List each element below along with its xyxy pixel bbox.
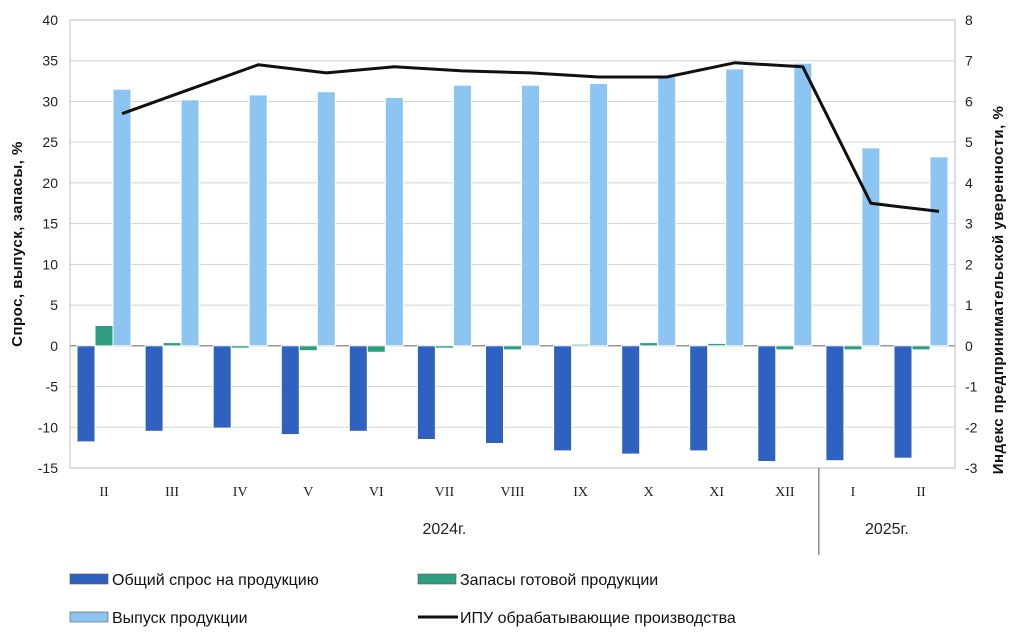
bar-demand	[485, 345, 504, 444]
year-labels: 2024г. 2025г.	[422, 521, 908, 538]
left-tick-label: 35	[42, 53, 58, 69]
bar-stocks	[94, 325, 114, 347]
bar-stocks	[571, 343, 591, 347]
legend-label: Запасы готовой продукции	[460, 572, 658, 589]
bar-output	[180, 99, 200, 347]
bar-output	[793, 62, 813, 347]
bar-demand	[76, 345, 96, 443]
bar-demand	[348, 345, 368, 432]
bar-demand	[553, 345, 573, 452]
bar-output	[929, 156, 949, 347]
bar-stocks	[434, 345, 454, 349]
left-tick-label: 20	[42, 175, 58, 191]
right-tick-label: 0	[965, 338, 973, 354]
bar-stocks	[639, 342, 659, 347]
bar-demand	[689, 345, 709, 452]
category-label: II	[916, 485, 926, 500]
right-tick-label: 3	[965, 216, 973, 232]
bar-demand	[825, 345, 845, 462]
bar-demand	[212, 345, 232, 429]
category-label: I	[851, 485, 856, 500]
legend-swatch	[69, 573, 109, 585]
left-tick-label: 25	[42, 134, 58, 150]
bar-stocks	[298, 345, 318, 352]
category-label: XII	[775, 485, 795, 500]
bar-output	[725, 68, 745, 347]
category-label: X	[644, 485, 654, 500]
bar-output	[112, 88, 132, 347]
bar-output	[521, 84, 540, 347]
right-axis-ticks: -3 -2 -1 0 1 2 3 4 5 6 7 8	[965, 12, 978, 476]
bar-output	[657, 76, 677, 347]
right-tick-label: 6	[965, 93, 973, 109]
year-label: 2025г.	[865, 521, 909, 538]
bar-stocks	[162, 342, 182, 347]
bar-demand	[280, 345, 300, 436]
bar-stocks	[775, 345, 795, 351]
left-axis-ticks: -15 -10 -5 0 5 10 15 20 25 30 35 40	[38, 12, 58, 476]
confidence-line	[121, 61, 940, 213]
right-tick-label: 7	[965, 53, 973, 69]
category-label: II	[99, 485, 109, 500]
right-tick-label: 2	[965, 256, 973, 272]
left-tick-label: 10	[42, 256, 58, 272]
category-label: IX	[573, 485, 588, 500]
legend-label: Выпуск продукции	[112, 610, 248, 627]
bar-stocks	[366, 345, 386, 353]
left-axis-title: Спрос, выпуск, запасы, %	[9, 141, 26, 347]
line-ipu	[121, 61, 940, 213]
grid-lines	[70, 60, 955, 428]
category-label: V	[303, 485, 313, 500]
legend: Общий спрос на продукцию Запасы готовой п…	[69, 572, 736, 627]
right-tick-label: 5	[965, 134, 973, 150]
bar-demand	[416, 345, 436, 440]
left-tick-label: -15	[38, 460, 58, 476]
left-tick-label: -10	[38, 419, 58, 435]
legend-label: Общий спрос на продукцию	[112, 572, 319, 589]
legend-swatch	[417, 573, 457, 585]
bar-stocks	[707, 342, 727, 347]
bar-stocks	[911, 345, 931, 351]
bar-output	[384, 96, 404, 347]
category-label: IV	[233, 485, 248, 500]
category-label: VI	[369, 485, 384, 500]
bar-stocks	[503, 345, 522, 351]
bar-demand	[621, 345, 641, 455]
category-label: VII	[435, 485, 455, 500]
year-label: 2024г.	[422, 521, 466, 538]
bar-stocks	[230, 345, 250, 349]
bar-output	[861, 147, 881, 347]
plot-frame	[69, 19, 956, 469]
bar-demand	[893, 345, 913, 459]
bar-output	[589, 83, 609, 347]
legend-label: ИПУ обрабатывающие производства	[460, 610, 736, 627]
bar-output	[452, 84, 472, 347]
bar-demand	[757, 345, 777, 462]
right-tick-label: -2	[965, 419, 978, 435]
right-tick-label: 8	[965, 12, 973, 28]
right-tick-label: 4	[965, 175, 973, 191]
bars	[76, 62, 949, 462]
right-tick-label: -1	[965, 379, 978, 395]
bar-output	[248, 94, 268, 347]
left-tick-label: 5	[50, 297, 58, 313]
left-tick-label: 30	[42, 93, 58, 109]
right-axis-title: Индекс предпринимательской уверенности, …	[990, 106, 1007, 475]
bar-output	[316, 91, 336, 347]
right-tick-label: 1	[965, 297, 973, 313]
left-tick-label: 40	[42, 12, 58, 28]
category-axis: II III IV V VI VII VIII IX X XI XII I II	[99, 468, 926, 555]
category-label: XI	[709, 485, 724, 500]
category-label: VIII	[500, 485, 524, 500]
left-tick-label: -5	[46, 379, 59, 395]
left-tick-label: 15	[42, 216, 58, 232]
bar-stocks	[843, 345, 863, 351]
right-tick-label: -3	[965, 460, 978, 476]
bar-demand	[144, 345, 164, 432]
legend-swatch	[69, 611, 109, 623]
category-label: III	[165, 485, 179, 500]
left-tick-label: 0	[50, 338, 58, 354]
